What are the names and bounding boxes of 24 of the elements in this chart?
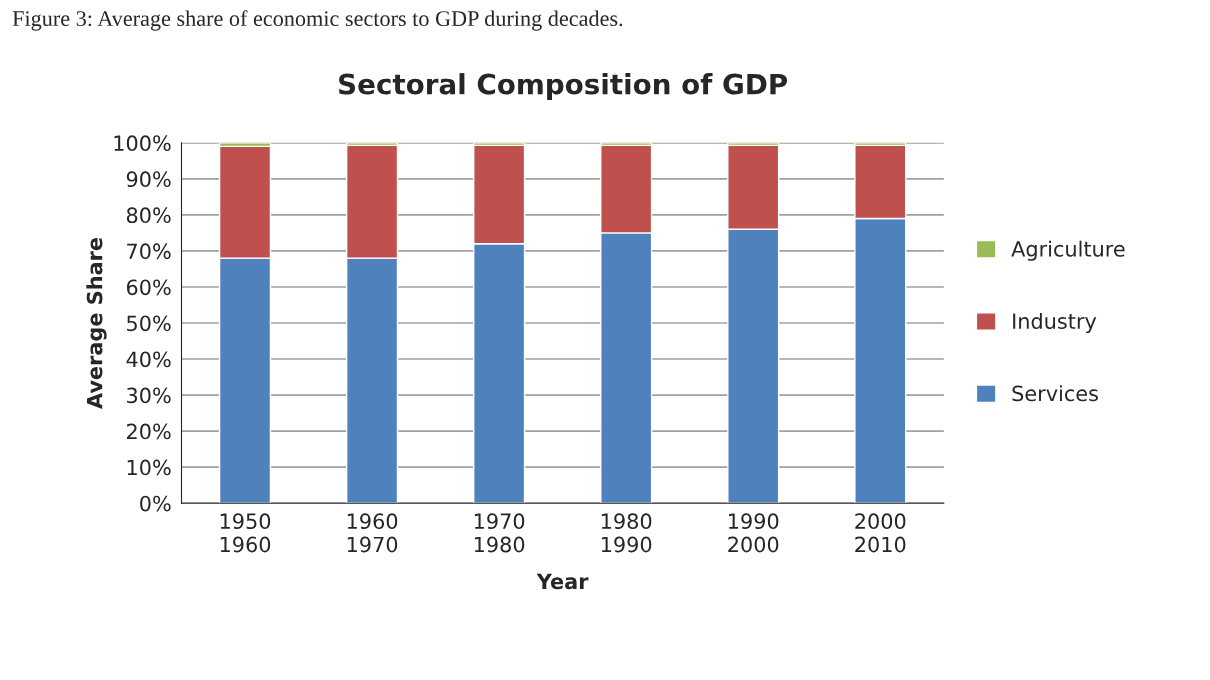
x-tick-label: 1970 1980 — [474, 513, 525, 553]
chart-title: Sectoral Composition of GDP — [339, 73, 788, 100]
x-tick-label: 1950 1960 — [220, 513, 271, 553]
legend-label: Industry — [1013, 312, 1097, 334]
x-tick-label: 1990 2000 — [728, 513, 779, 553]
legend-label: Agriculture — [1011, 240, 1125, 261]
y-tick-label: 20% — [127, 423, 171, 440]
caption: Figure 3: Average share of economic sectors to GDP during decades. — [12, 10, 623, 31]
y-axis-title: Average Share — [86, 238, 107, 409]
legend-label: Services — [1012, 385, 1098, 402]
x-tick-label: 1980 1990 — [601, 513, 652, 553]
y-tick-label: 80% — [126, 207, 171, 224]
y-tick-label: 30% — [127, 387, 171, 404]
y-tick-label: 70% — [127, 243, 171, 260]
y-tick-label: 100% — [114, 135, 171, 152]
x-tick-label: 2000 2010 — [855, 513, 906, 553]
y-tick-label: 0% — [140, 495, 171, 512]
x-tick-label: 1960 1970 — [347, 513, 398, 553]
y-tick-label: 60% — [126, 279, 171, 296]
y-tick-label: 10% — [127, 459, 171, 476]
x-axis-title: Year — [536, 573, 589, 590]
y-tick-label: 90% — [126, 171, 171, 188]
y-tick-label: 40% — [126, 351, 171, 368]
y-tick-label: 50% — [127, 315, 171, 332]
